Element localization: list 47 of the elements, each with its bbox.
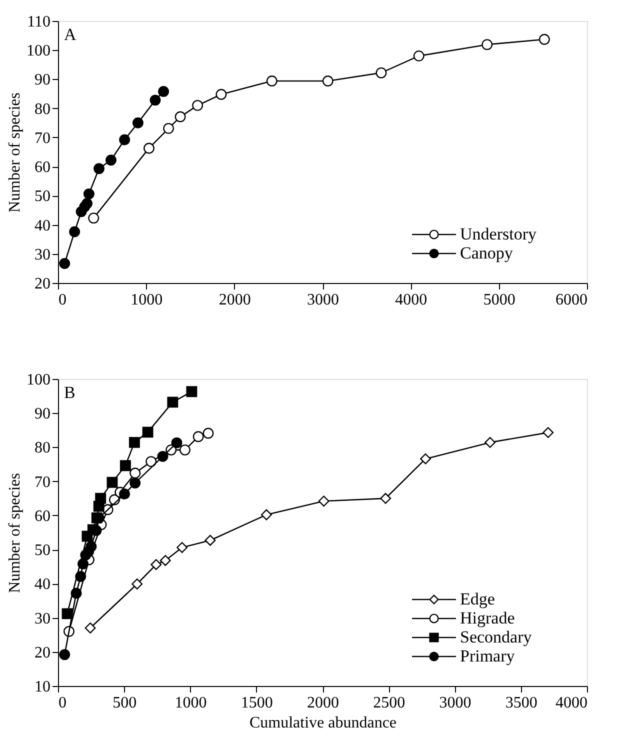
y-tick-label: 110 (27, 14, 50, 30)
y-tick-label: 80 (34, 100, 50, 118)
y-tick-label: 10 (34, 678, 50, 696)
y-tick-label: 60 (34, 159, 50, 176)
chart-title: B (64, 383, 76, 402)
y-axis-title: Number of species (6, 92, 24, 212)
y-tick-label: 20 (34, 276, 50, 292)
y-tick-label: 90 (34, 406, 50, 423)
legend-label: Higrade (460, 608, 515, 628)
x-tick-label: 1000 (130, 292, 163, 308)
y-tick-label: 30 (34, 610, 50, 628)
y-tick-label: 30 (34, 246, 50, 264)
y-axis-title: Number of species (6, 473, 24, 593)
x-axis-title: Cumulative abundance (249, 714, 397, 732)
y-tick-label: 70 (34, 474, 50, 491)
y-tick-label: 20 (34, 644, 50, 662)
y-tick-label: 50 (34, 542, 50, 560)
y-tick-label: 40 (34, 576, 50, 594)
chart-title: A (64, 25, 77, 44)
x-tick-label: 500 (112, 694, 137, 712)
x-tick-label: 6000 (556, 292, 588, 308)
x-tick-label: 3000 (439, 694, 472, 712)
x-tick-label: 1000 (174, 694, 207, 712)
x-tick-label: 2500 (373, 694, 406, 712)
x-tick-label: 4000 (395, 292, 428, 308)
y-tick-label: 80 (34, 440, 50, 457)
x-tick-label: 2000 (218, 292, 251, 308)
legend-label: Canopy (460, 244, 514, 262)
x-tick-label: 2000 (307, 694, 339, 712)
legend-label: Understory (460, 224, 537, 244)
y-tick-label: 50 (34, 188, 50, 206)
y-tick-label: 70 (34, 130, 50, 147)
y-tick-label: 60 (34, 508, 50, 525)
legend-label: Secondary (460, 628, 532, 646)
x-tick-label: 1500 (240, 694, 273, 712)
x-tick-label: 0 (58, 292, 66, 308)
x-tick-label: 0 (58, 694, 66, 712)
x-tick-label: 4000 (556, 694, 588, 712)
x-tick-label: 5000 (483, 292, 516, 308)
legend-label: Edge (460, 590, 495, 608)
y-tick-label: 40 (34, 217, 50, 234)
y-tick-label: 100 (26, 372, 50, 388)
x-tick-label: 3500 (505, 694, 538, 712)
x-tick-label: 3000 (307, 292, 339, 308)
y-tick-label: 90 (34, 72, 50, 89)
y-tick-label: 100 (26, 42, 50, 60)
legend-label: Primary (460, 646, 516, 666)
